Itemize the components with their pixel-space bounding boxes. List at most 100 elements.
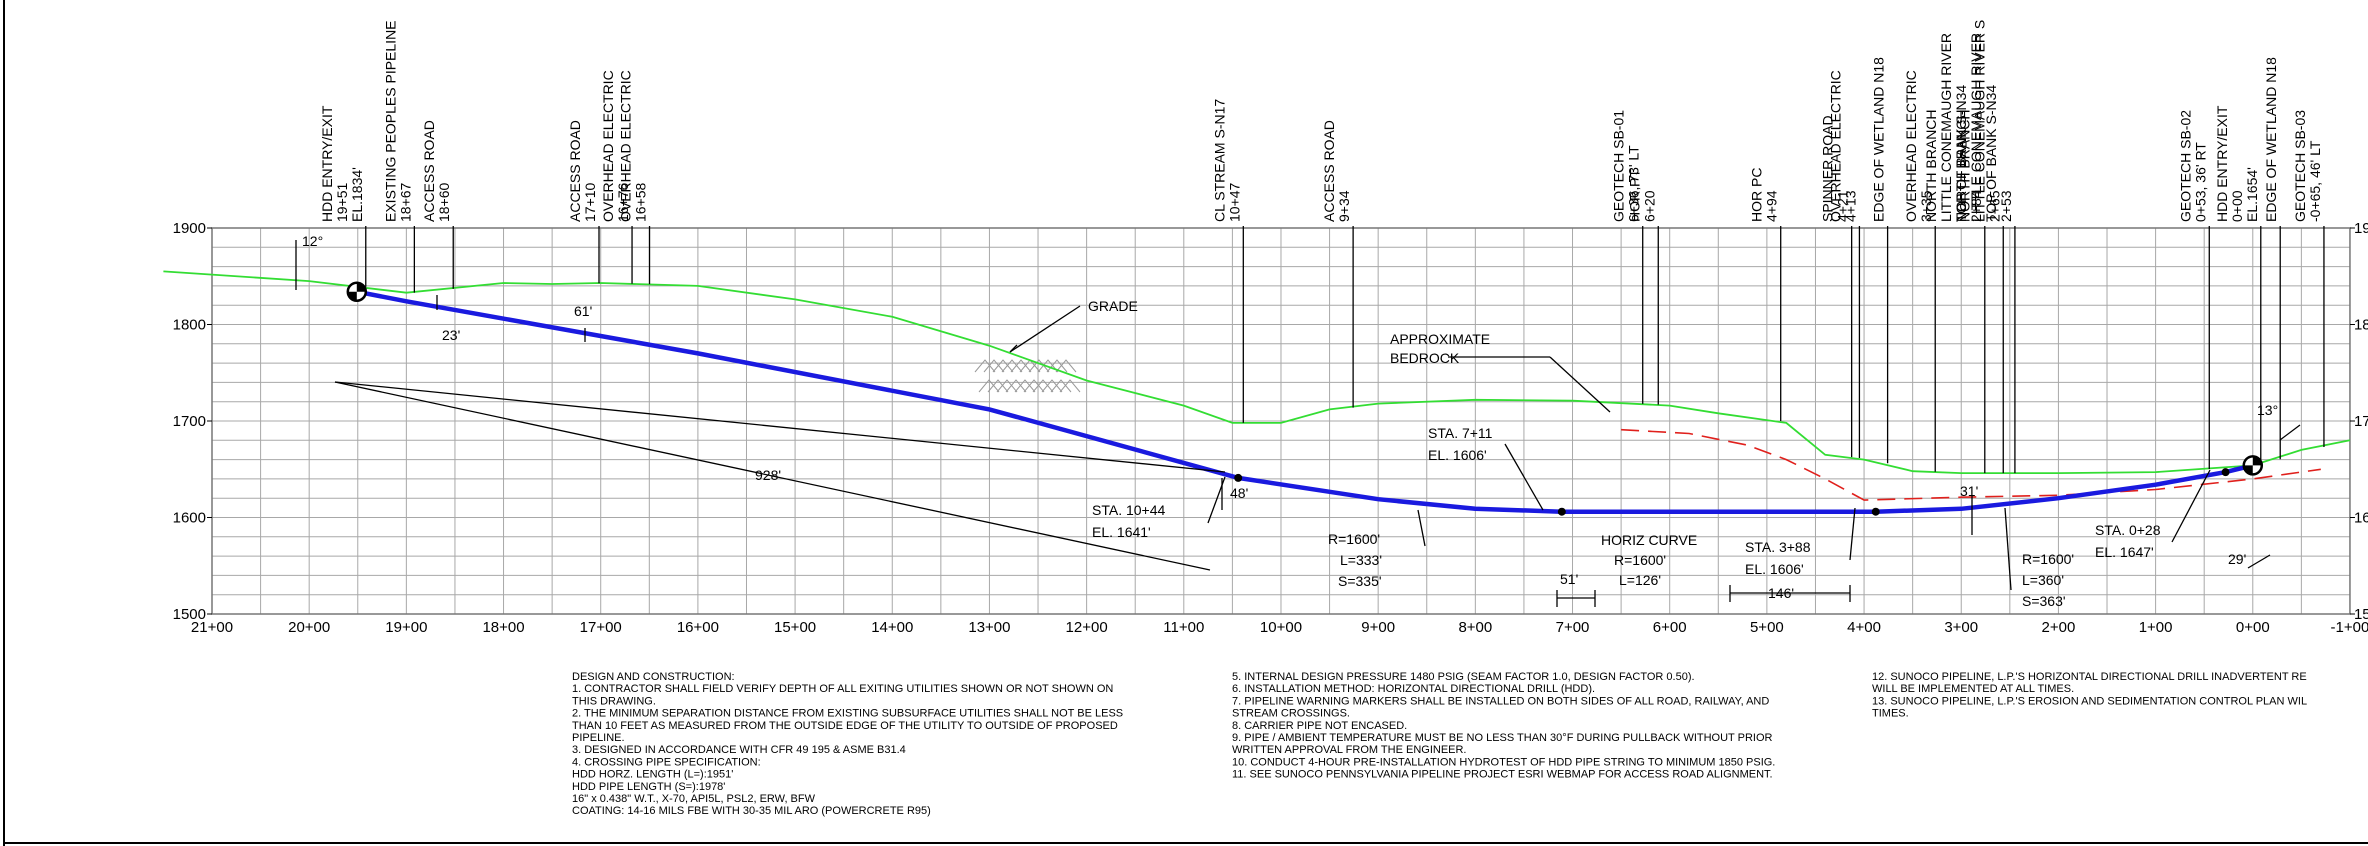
hatch-mark	[1005, 379, 1027, 393]
note-line: PIPELINE.	[572, 732, 625, 744]
station-tick-label: 9+00	[1361, 619, 1395, 636]
hatch-mark	[1055, 359, 1077, 373]
callout-text: EXISTING PEOPLES PIPELINE	[382, 20, 398, 222]
elevation-tick-label-right: 1500	[2354, 606, 2368, 623]
elevation-tick-label-right: 1900	[2354, 220, 2368, 237]
callout-text: LITTLE CONEMAUGH RIVER S	[1971, 20, 1987, 222]
elevation-tick-label-left: 1600	[173, 510, 206, 527]
elevation-tick-label-left: 1500	[173, 606, 206, 623]
callout-text: OVERHEAD ELECTRIC	[600, 70, 616, 222]
callout-text: 4+94	[1764, 190, 1780, 222]
sta-028-el-label: EL. 1647'	[2095, 544, 2154, 560]
marker-fill	[2243, 456, 2262, 475]
horiz-curve-radius: R=1600'	[1614, 552, 1666, 568]
depth-48-label: 48'	[1230, 485, 1248, 501]
general-notes: DESIGN AND CONSTRUCTION:1. CONTRACTOR SH…	[572, 671, 2307, 817]
note-line: TIMES.	[1872, 708, 1909, 720]
length-51-label: 51'	[1560, 571, 1578, 587]
station-tick-label: 6+00	[1653, 619, 1687, 636]
elevation-tick-label-left: 1700	[173, 413, 206, 430]
callout-text: CL STREAM S-N17	[1211, 99, 1227, 222]
callout-text: 4+13	[1842, 190, 1858, 222]
station-tick-label: 5+00	[1750, 619, 1784, 636]
callout-text: 9+34	[1336, 190, 1352, 222]
station-tick-label: -1+00	[2331, 619, 2368, 636]
note-line: 5. INTERNAL DESIGN PRESSURE 1480 PSIG (S…	[1232, 671, 1695, 683]
depth-61-label: 61'	[574, 303, 592, 319]
station-tick-label: 0+00	[2236, 619, 2270, 636]
note-line: HDD HORZ. LENGTH (L=):1951'	[572, 769, 733, 781]
station-tick-label: 16+00	[677, 619, 719, 636]
elevation-tick-label-right: 1600	[2354, 510, 2368, 527]
station-tick-label: 13+00	[968, 619, 1010, 636]
note-line: 16" x 0.438" W.T., X-70, API5L, PSL2, ER…	[572, 793, 816, 805]
station-callouts: HDD ENTRY/EXIT 19+51 EL.1834' EXISTING PEOP…	[319, 20, 2325, 474]
note-line: HDD PIPE LENGTH (S=):1978'	[572, 781, 725, 793]
length-928-ext	[334, 381, 1226, 473]
elevation-tick-label-right: 1700	[2354, 413, 2368, 430]
profile-axes: 1900 1900 1800 1800 1700 1700 1600 1600 1500 1500…	[173, 220, 2368, 636]
hatch-mark	[983, 359, 1005, 373]
callout-text: TOP OF BANK S-N34	[1953, 85, 1969, 222]
station-tick-label: 18+00	[482, 619, 524, 636]
callout-text: 6+20	[1641, 190, 1657, 222]
note-line: 11. SEE SUNOCO PENNSYLVANIA PIPELINE PRO…	[1232, 769, 1773, 781]
callout-text: 18+60	[436, 182, 452, 222]
station-tick-label: 4+00	[1847, 619, 1881, 636]
grade-leader-tick	[1009, 344, 1018, 353]
note-line: 7. PIPELINE WARNING MARKERS SHALL BE INS…	[1232, 695, 1769, 707]
callout-text: LITTLE CONEMAUGH RIVER	[1968, 33, 1984, 222]
hatch-mark	[1037, 359, 1059, 373]
callout-text: ACCESS ROAD	[1321, 120, 1337, 222]
bedrock-leader	[1549, 356, 1611, 413]
note-line: 9. PIPE / AMBIENT TEMPERATURE MUST BE NO…	[1232, 732, 1773, 744]
callout-text: ACCESS ROAD	[421, 120, 437, 222]
note-line: THIS DRAWING.	[572, 695, 656, 707]
bedrock-label-1: APPROXIMATE	[1390, 331, 1490, 347]
callout-text: GEOTECH SB-02	[2177, 110, 2193, 222]
callout-text: HOR PC	[1749, 168, 1765, 222]
note-line: WILL BE IMPLEMENTED AT ALL TIMES.	[1872, 683, 2074, 695]
note-line: 10. CONDUCT 4-HOUR PRE-INSTALLATION HYDR…	[1232, 756, 1775, 768]
station-tick-label: 15+00	[774, 619, 816, 636]
callout-text: HOR PT	[1626, 169, 1642, 222]
note-line: 1. CONTRACTOR SHALL FIELD VERIFY DEPTH O…	[572, 683, 1113, 695]
note-line: WRITTEN APPROVAL FROM THE ENGINEER.	[1232, 744, 1467, 756]
grade-leader	[1009, 305, 1081, 353]
callout-text: OVERHEAD ELECTRIC	[1903, 70, 1919, 222]
pi-point-dot	[1234, 473, 1243, 482]
hatch-mark	[974, 359, 996, 373]
length-146-label: 146'	[1768, 585, 1794, 601]
sta-1044-label: STA. 10+44	[1092, 502, 1166, 518]
callout-text: 10+47	[1226, 182, 1242, 222]
callout-text: SPINNER ROAD	[1820, 115, 1836, 222]
callout-text: 16+76	[615, 182, 631, 222]
note-line: STREAM CROSSINGS.	[1232, 708, 1350, 720]
exit-angle-label: 13°	[2257, 402, 2278, 418]
exit-angle-dim	[2279, 424, 2301, 441]
curve1-radius: R=1600'	[1328, 531, 1380, 547]
callout-text: OVERHEAD ELECTRIC	[618, 70, 634, 222]
hatch-mark	[1032, 379, 1054, 393]
station-tick-label: 19+00	[385, 619, 427, 636]
hatch-mark	[987, 379, 1009, 393]
grade-label: GRADE	[1088, 298, 1138, 314]
note-line: 13. SUNOCO PIPELINE, L.P.'S EROSION AND …	[1872, 695, 2307, 707]
sta-1044-el-label: EL. 1641'	[1092, 524, 1151, 540]
hatch-mark	[1014, 379, 1036, 393]
curve2-leader	[2004, 507, 2012, 591]
callout-text: 18+67	[397, 182, 413, 222]
entry-angle-label: 12°	[302, 233, 323, 249]
callout-text: NORTH BRANCH	[1956, 109, 1972, 222]
sta-711-el-label: EL. 1606'	[1428, 447, 1487, 463]
callout-text: 0+53, 36' RT	[2192, 142, 2208, 222]
note-line: 8. CARRIER PIPE NOT ENCASED.	[1232, 720, 1407, 732]
note-line: THAN 10 FEET AS MEASURED FROM THE OUTSID…	[572, 720, 1118, 732]
hatch-mark	[1001, 359, 1023, 373]
sta-711-leader	[1504, 443, 1544, 511]
station-tick-label: 10+00	[1260, 619, 1302, 636]
callout-text: -0+65, 46' LT	[2307, 140, 2323, 222]
hatch-mark	[1028, 359, 1050, 373]
hatch-mark	[1059, 379, 1081, 393]
curve1-arc: S=335'	[1338, 573, 1382, 589]
